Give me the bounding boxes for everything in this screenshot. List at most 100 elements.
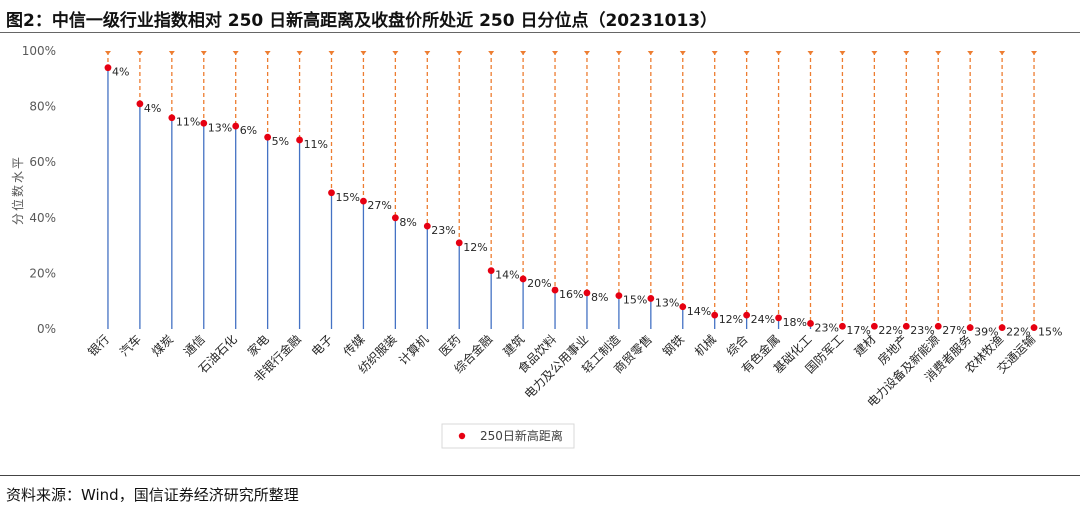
data-point (264, 133, 272, 141)
legend-marker (458, 432, 466, 440)
data-label: 27% (942, 324, 966, 337)
data-point (455, 239, 463, 247)
data-point (934, 322, 942, 330)
gap-arrow (775, 51, 782, 55)
data-point (200, 119, 208, 127)
data-label: 22% (1006, 326, 1030, 339)
source-note: 资料来源：Wind，国信证券经济研究所整理 (6, 486, 299, 504)
gap-arrow (839, 51, 846, 55)
x-tick-label: 银行 (85, 332, 112, 359)
data-point (839, 322, 846, 330)
data-point (966, 324, 974, 332)
y-tick-label: 80% (29, 100, 56, 114)
data-point (551, 286, 559, 294)
data-label: 5% (272, 135, 289, 148)
data-point (232, 122, 240, 130)
gap-arrow (232, 51, 239, 55)
x-tick-label: 计算机 (395, 332, 431, 368)
data-point (104, 64, 112, 72)
data-label: 12% (719, 313, 743, 326)
gap-arrow (967, 51, 974, 55)
gap-arrow (264, 51, 271, 55)
data-label: 23% (815, 321, 839, 334)
x-tick-label: 机械 (691, 332, 719, 360)
data-point (360, 197, 367, 205)
chart-marks: 4% 4% 11% 13% 6% 5% 11% 15% 27% 8% 23% 12% 14% 20% 16%… (104, 51, 1062, 339)
data-label: 8% (591, 291, 608, 304)
gap-arrow (711, 51, 718, 55)
y-tick-label: 60% (29, 155, 56, 169)
gap-arrow (104, 51, 111, 55)
data-point (807, 320, 814, 327)
data-label: 11% (176, 116, 200, 129)
gap-arrow (807, 51, 814, 55)
data-label: 14% (495, 269, 519, 282)
gap-arrow (1031, 51, 1038, 55)
legend-label: 250日新高距离 (480, 428, 563, 443)
data-label: 22% (878, 324, 902, 337)
gap-arrow (871, 51, 878, 55)
data-label: 6% (240, 124, 257, 137)
gap-arrow (456, 51, 463, 55)
data-label: 18% (783, 316, 807, 329)
x-tick-label: 汽车 (116, 332, 144, 360)
gap-arrow (615, 51, 622, 55)
gap-arrow (200, 51, 207, 55)
data-label: 11% (304, 138, 328, 151)
gap-arrow (360, 51, 367, 55)
gap-arrow (296, 51, 303, 55)
gap-arrow (136, 51, 143, 55)
x-tick-label: 医药 (436, 332, 463, 359)
data-point (583, 289, 591, 297)
data-point (711, 311, 719, 319)
data-label: 16% (559, 288, 583, 301)
data-point (519, 275, 527, 283)
x-tick-label: 钢铁 (660, 332, 687, 359)
data-point (743, 311, 751, 319)
gap-arrow (488, 51, 495, 55)
x-tick-label: 煤炭 (149, 332, 176, 359)
data-point (136, 100, 144, 108)
gap-arrow (935, 51, 942, 55)
gap-arrow (743, 51, 750, 55)
data-label: 24% (751, 313, 775, 326)
data-label: 23% (431, 224, 455, 237)
gap-arrow (583, 51, 590, 55)
y-tick-label: 0% (37, 322, 56, 336)
y-tick-label: 100% (22, 44, 56, 58)
data-point (679, 303, 687, 311)
legend: 250日新高距离 (441, 423, 575, 449)
data-point (487, 267, 495, 275)
data-point (423, 222, 431, 230)
data-point (328, 189, 335, 197)
data-point (902, 322, 910, 330)
data-point (775, 314, 782, 322)
y-tick-label: 20% (29, 266, 56, 280)
data-label: 13% (655, 296, 679, 309)
data-point (1030, 324, 1038, 332)
data-label: 39% (974, 326, 998, 339)
data-point (391, 214, 399, 222)
chart-title: 图2：中信一级行业指数相对 250 日新高距离及收盘价所处近 250 日分位点（… (6, 11, 718, 31)
data-point (647, 295, 655, 302)
data-label: 15% (336, 191, 360, 204)
gap-arrow (392, 51, 399, 55)
x-tick-label: 建筑 (500, 332, 528, 360)
data-point (870, 322, 878, 330)
y-tick-label: 40% (29, 211, 56, 225)
data-label: 23% (910, 324, 934, 337)
data-label: 8% (399, 216, 416, 229)
gap-arrow (328, 51, 335, 55)
data-label: 14% (687, 305, 711, 318)
data-point (998, 324, 1006, 332)
gap-arrow (168, 51, 175, 55)
x-tick-label: 家电 (244, 332, 272, 360)
data-point (296, 136, 303, 144)
gap-arrow (903, 51, 910, 55)
data-label: 27% (367, 199, 391, 212)
data-label: 13% (208, 121, 232, 134)
data-point (615, 292, 623, 300)
data-label: 12% (463, 241, 487, 254)
gap-arrow (679, 51, 686, 55)
